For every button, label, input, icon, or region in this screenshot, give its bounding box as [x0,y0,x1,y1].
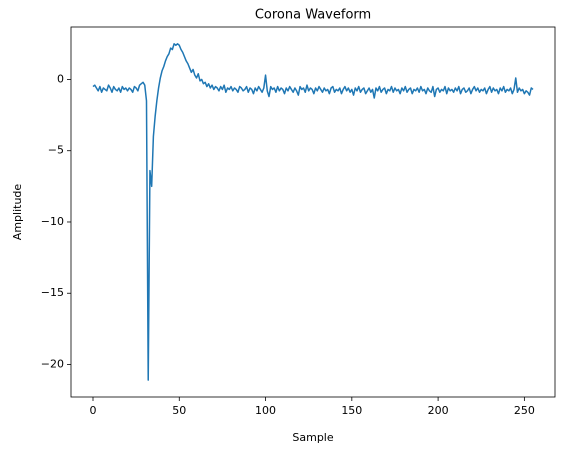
x-axis-label: Sample [292,431,333,444]
x-tick-label: 150 [341,404,362,417]
data-line [92,43,534,381]
chart-title: Corona Waveform [255,8,371,23]
x-tick-label: 50 [172,404,186,417]
y-tick-label: −15 [41,286,64,299]
y-tick-label: −5 [48,144,64,157]
plot-frame [70,26,556,398]
x-tick-label: 200 [428,404,449,417]
y-axis-label: Amplitude [11,184,24,241]
x-tick-label: 250 [514,404,535,417]
x-tick-label: 100 [255,404,276,417]
y-tick-label: −10 [41,215,64,228]
y-tick-label: −20 [41,358,64,371]
x-tick-label: 0 [90,404,97,417]
y-tick-label: 0 [57,72,64,85]
